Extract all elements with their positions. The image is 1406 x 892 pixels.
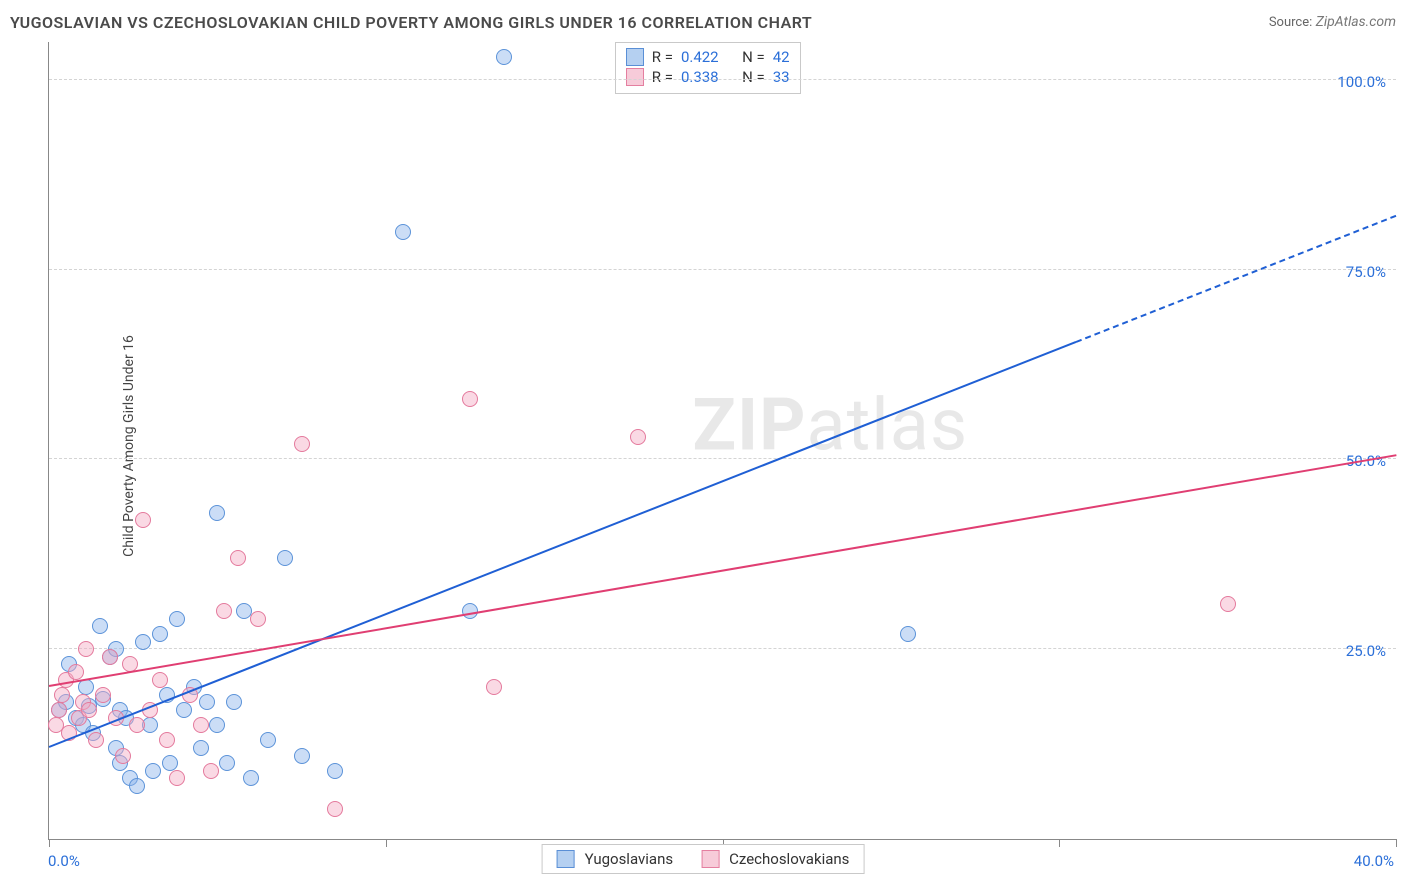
r-label: R = — [652, 68, 673, 86]
gridline-h — [49, 458, 1396, 459]
x-tick-first: 0.0% — [48, 852, 80, 870]
r-value-blue: 0.422 — [681, 48, 719, 66]
data-point — [260, 732, 276, 748]
x-tick-last: 40.0% — [1354, 852, 1394, 870]
regression-line — [49, 341, 1077, 748]
legend-row-pink: R = 0.338 N = 33 — [626, 67, 790, 87]
r-value-pink: 0.338 — [681, 68, 719, 86]
data-point — [193, 717, 209, 733]
data-point — [199, 694, 215, 710]
y-tick-label: 75.0% — [1346, 263, 1386, 281]
data-point — [135, 634, 151, 650]
n-value-blue: 42 — [773, 48, 790, 66]
legend-swatch-blue — [557, 850, 575, 868]
gridline-h — [49, 648, 1396, 649]
gridline-h — [49, 269, 1396, 270]
legend-swatch-pink — [626, 68, 644, 86]
data-point — [162, 755, 178, 771]
data-point — [630, 429, 646, 445]
n-label: N = — [742, 68, 765, 86]
gridline-h — [49, 79, 1396, 80]
x-tick-mark — [386, 839, 387, 847]
data-point — [88, 732, 104, 748]
data-point — [152, 626, 168, 642]
chart-title: YUGOSLAVIAN VS CZECHOSLOVAKIAN CHILD POV… — [10, 13, 812, 32]
data-point — [102, 649, 118, 665]
y-tick-label: 100.0% — [1337, 73, 1386, 91]
data-point — [486, 679, 502, 695]
data-point — [152, 672, 168, 688]
legend-swatch-blue — [626, 48, 644, 66]
n-label: N = — [742, 48, 765, 66]
data-point — [203, 763, 219, 779]
data-point — [54, 687, 70, 703]
data-point — [327, 801, 343, 817]
legend-row-blue: R = 0.422 N = 42 — [626, 47, 790, 67]
data-point — [95, 687, 111, 703]
y-tick-label: 25.0% — [1346, 642, 1386, 660]
series-legend: Yugoslavians Czechoslovakians — [542, 844, 865, 874]
legend-item-yugoslavians: Yugoslavians — [557, 849, 674, 869]
data-point — [900, 626, 916, 642]
data-point — [226, 694, 242, 710]
data-point — [159, 732, 175, 748]
data-point — [209, 505, 225, 521]
data-point — [243, 770, 259, 786]
data-point — [219, 755, 235, 771]
data-point — [129, 717, 145, 733]
data-point — [145, 763, 161, 779]
x-tick-mark — [1396, 839, 1397, 847]
data-point — [277, 550, 293, 566]
chart-header: YUGOSLAVIAN VS CZECHOSLOVAKIAN CHILD POV… — [0, 0, 1406, 40]
data-point — [250, 611, 266, 627]
legend-item-czechoslovakians: Czechoslovakians — [701, 849, 849, 869]
data-point — [129, 778, 145, 794]
data-point — [294, 748, 310, 764]
data-point — [327, 763, 343, 779]
x-tick-mark — [49, 839, 50, 847]
data-point — [68, 664, 84, 680]
source-label: Source: — [1269, 15, 1312, 30]
source-value: ZipAtlas.com — [1316, 14, 1396, 30]
data-point — [1220, 596, 1236, 612]
data-point — [395, 224, 411, 240]
data-point — [216, 603, 232, 619]
data-point — [81, 702, 97, 718]
data-point — [51, 702, 67, 718]
data-point — [92, 618, 108, 634]
data-point — [169, 611, 185, 627]
legend-label: Yugoslavians — [585, 850, 674, 868]
legend-label: Czechoslovakians — [729, 850, 849, 868]
plot-area: ZIPatlas R = 0.422 N = 42 R = 0.338 N = … — [48, 42, 1396, 840]
data-point — [496, 49, 512, 65]
regression-line — [49, 454, 1396, 687]
data-point — [230, 550, 246, 566]
correlation-legend: R = 0.422 N = 42 R = 0.338 N = 33 — [615, 42, 801, 94]
legend-swatch-pink — [701, 850, 719, 868]
data-point — [135, 512, 151, 528]
data-point — [176, 702, 192, 718]
n-value-pink: 33 — [773, 68, 790, 86]
data-point — [294, 436, 310, 452]
data-point — [169, 770, 185, 786]
r-label: R = — [652, 48, 673, 66]
data-point — [209, 717, 225, 733]
data-point — [462, 391, 478, 407]
data-point — [115, 748, 131, 764]
watermark: ZIPatlas — [692, 382, 968, 467]
source-attribution: Source: ZipAtlas.com — [1269, 14, 1396, 30]
x-tick-mark — [1059, 839, 1060, 847]
data-point — [78, 641, 94, 657]
data-point — [193, 740, 209, 756]
